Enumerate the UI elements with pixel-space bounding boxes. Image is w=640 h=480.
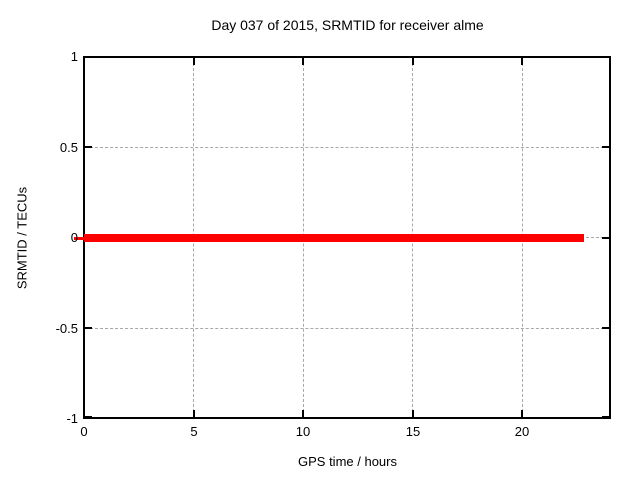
x-tick-mark-top <box>193 58 195 65</box>
x-tick-mark-top <box>83 58 85 65</box>
y-tick-mark-right <box>602 56 609 58</box>
data-series-line <box>84 234 584 242</box>
y-tick-label: 1 <box>70 49 78 64</box>
x-tick-label: 0 <box>80 424 88 439</box>
y-axis-label: SRMTID / TECUs <box>14 186 30 290</box>
data-series-overhang <box>74 237 84 240</box>
y-tick-label: 0.5 <box>59 140 78 155</box>
y-tick-label: 0 <box>70 230 78 245</box>
gridline-horizontal <box>85 147 609 148</box>
y-tick-mark <box>85 327 92 329</box>
x-tick-mark <box>83 410 85 417</box>
y-tick-mark <box>85 56 92 58</box>
x-axis-label: GPS time / hours <box>298 454 397 469</box>
y-tick-mark-right <box>602 146 609 148</box>
x-tick-mark <box>521 410 523 417</box>
y-tick-mark <box>85 146 92 148</box>
y-tick-mark-right <box>602 237 609 239</box>
y-tick-mark <box>85 416 92 418</box>
x-tick-mark-top <box>412 58 414 65</box>
y-tick-mark-right <box>602 327 609 329</box>
x-tick-mark <box>193 410 195 417</box>
x-tick-label: 5 <box>190 424 198 439</box>
y-tick-label: -1 <box>66 411 78 426</box>
y-tick-label: -0.5 <box>55 321 78 336</box>
x-tick-mark-top <box>521 58 523 65</box>
x-tick-label: 10 <box>295 424 311 439</box>
x-tick-mark-top <box>302 58 304 65</box>
x-tick-label: 15 <box>405 424 421 439</box>
gridline-horizontal <box>85 328 609 329</box>
y-tick-mark-right <box>602 416 609 418</box>
chart-title: Day 037 of 2015, SRMTID for receiver alm… <box>211 17 484 33</box>
x-tick-label: 20 <box>514 424 530 439</box>
x-tick-mark <box>302 410 304 417</box>
x-tick-mark <box>412 410 414 417</box>
